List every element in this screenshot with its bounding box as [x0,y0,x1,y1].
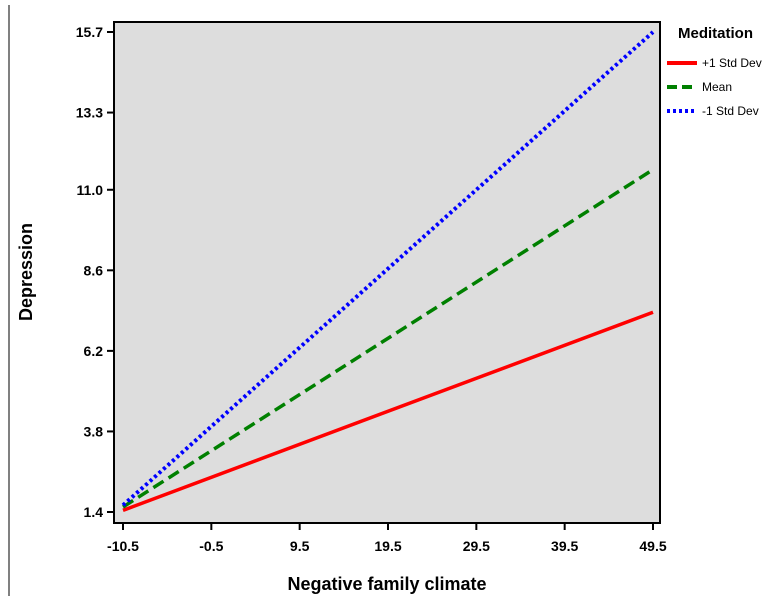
y-axis-title: Depression [16,223,36,321]
legend-label: -1 Std Dev [702,104,759,118]
series-line-2 [122,168,654,509]
y-tick-label: 1.4 [84,504,104,520]
x-tick-label: 49.5 [639,538,666,554]
x-tick-label: 19.5 [374,538,401,554]
x-axis: -10.5 -0.5 9.5 19.5 29.5 39.5 49.5 [107,523,667,554]
legend: Meditation +1 Std Dev Mean -1 Std Dev [667,25,762,118]
y-tick-label: 3.8 [84,423,104,439]
x-axis-title: Negative family climate [287,574,486,594]
legend-label: Mean [702,80,732,94]
y-tick-label: 11.0 [77,182,104,198]
x-tick-label: 39.5 [551,538,578,554]
y-tick-label: 8.6 [84,262,104,278]
y-tick-label: 6.2 [84,343,104,359]
plot-area [113,21,661,524]
y-tick-label: 15.7 [76,24,103,40]
series-line-3 [121,30,655,507]
x-tick-label: 29.5 [463,538,490,554]
x-tick-label: -10.5 [107,538,139,554]
y-axis: 1.4 3.8 6.2 8.6 11.0 13.3 15.7 [76,24,114,520]
x-tick-label: -0.5 [199,538,223,554]
series-lines [121,30,655,512]
y-tick-label: 13.3 [76,105,103,121]
x-tick-label: 9.5 [290,538,310,554]
series-line-1 [122,310,654,512]
legend-label: +1 Std Dev [702,56,762,70]
legend-title: Meditation [678,25,753,42]
